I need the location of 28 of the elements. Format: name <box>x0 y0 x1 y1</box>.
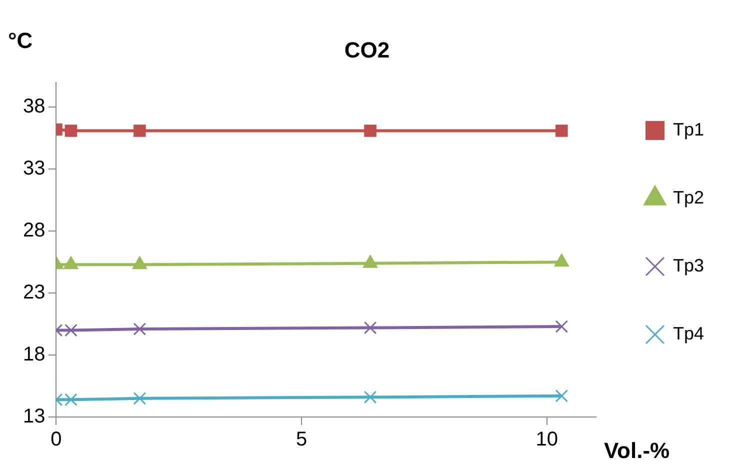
point <box>364 124 376 137</box>
y-tick-label: 38 <box>22 96 46 118</box>
point <box>133 392 146 405</box>
x-tick-label: 0 <box>50 428 62 451</box>
legend-label: Tp2 <box>672 187 704 208</box>
legend-label: Tp3 <box>672 255 704 276</box>
point <box>555 320 568 333</box>
x-tick-label: 5 <box>296 428 308 451</box>
point <box>364 390 377 404</box>
point <box>133 322 146 336</box>
y-tick-label: 13 <box>22 406 46 428</box>
point <box>555 124 568 137</box>
y-tick-label: 28 <box>22 220 46 242</box>
point <box>134 124 146 137</box>
y-tick-label: 18 <box>22 344 46 366</box>
legend-label: Tp4 <box>672 323 704 344</box>
x-axis-title: Vol.-% <box>604 438 670 464</box>
point <box>555 390 568 402</box>
legend-label: Tp1 <box>672 119 704 140</box>
y-tick-label: 23 <box>22 282 46 304</box>
chart-title: CO2 <box>344 37 390 62</box>
y-tick-label: 33 <box>22 158 46 180</box>
point <box>64 124 78 137</box>
y-axis-title: °C <box>8 28 33 53</box>
x-tick-label: 10 <box>536 428 558 451</box>
point <box>364 321 377 334</box>
point <box>64 324 78 337</box>
point <box>64 393 78 406</box>
